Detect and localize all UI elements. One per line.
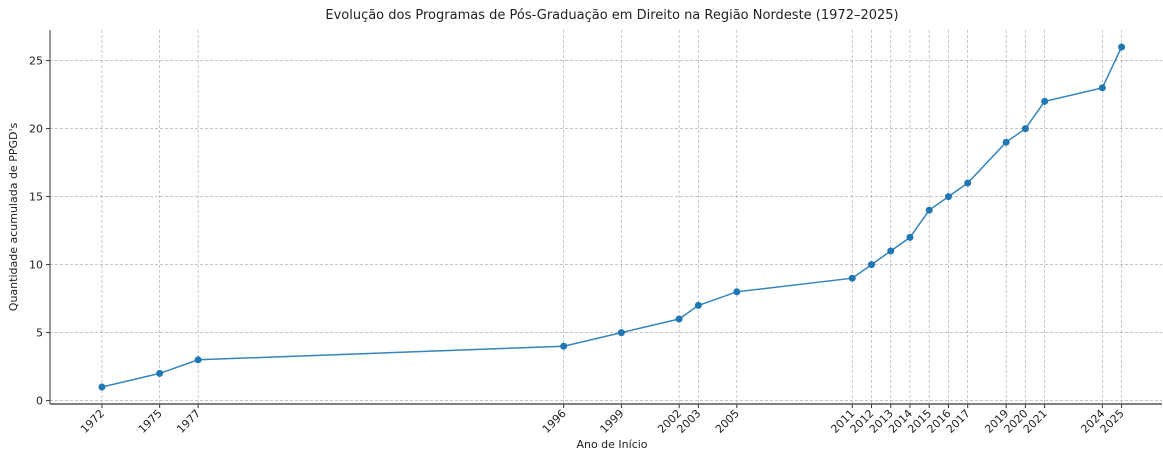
y-tick-label: 20 (29, 123, 43, 136)
y-tick-label: 5 (36, 327, 43, 340)
point (560, 342, 568, 350)
y-tick-label: 10 (29, 259, 43, 272)
point (694, 301, 702, 309)
point (194, 356, 202, 364)
x-tick-label: 1972 (78, 407, 107, 436)
y-tick-label: 15 (29, 191, 43, 204)
x-tick-label: 2005 (713, 407, 742, 436)
point (848, 274, 856, 282)
point (887, 247, 895, 255)
point (906, 233, 914, 241)
y-tick-label: 0 (36, 395, 43, 408)
point (1002, 138, 1010, 146)
point (964, 179, 972, 187)
x-axis-label: Ano de Início (576, 438, 647, 451)
line (101, 46, 1123, 388)
point (1098, 84, 1106, 92)
x-tick-label: 1975 (136, 407, 165, 436)
chart-title: Evolução dos Programas de Pós-Graduação … (325, 8, 898, 23)
point (675, 315, 683, 323)
point (1041, 97, 1049, 105)
x-tick-label: 1977 (174, 407, 203, 436)
point (944, 193, 952, 201)
point (98, 383, 106, 391)
point (867, 261, 875, 269)
y-axis-label: Quantidade acumulada de PPGD's (7, 123, 20, 312)
y-tick-label: 25 (29, 55, 43, 68)
point (733, 288, 741, 296)
point (1021, 125, 1029, 133)
point (925, 206, 933, 214)
point (156, 369, 164, 377)
point (1118, 43, 1126, 51)
x-tick-label: 1996 (540, 407, 569, 436)
x-tick-label: 1999 (598, 407, 627, 436)
point (617, 329, 625, 337)
